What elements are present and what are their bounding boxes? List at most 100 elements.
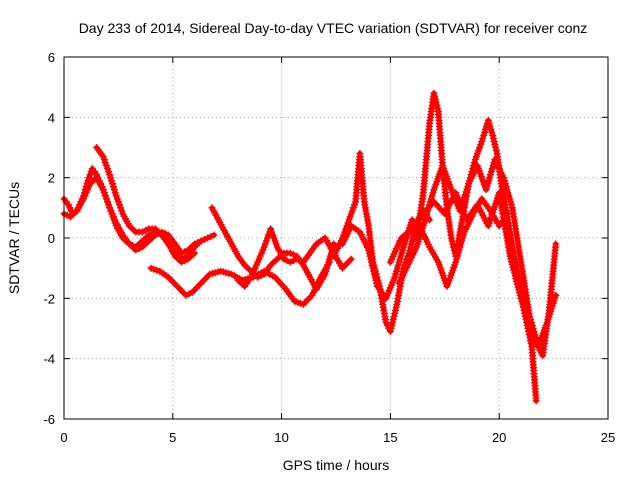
plus-marker [118, 207, 126, 215]
plus-marker [344, 219, 352, 227]
plus-marker [429, 189, 437, 197]
plus-marker [272, 240, 280, 248]
plus-marker [367, 255, 375, 263]
plus-marker [113, 195, 121, 203]
plus-marker [138, 228, 146, 236]
plus-marker [500, 177, 508, 185]
y-tick-label: -2 [43, 291, 55, 306]
plus-marker [255, 255, 263, 263]
plus-marker [392, 303, 400, 311]
plus-marker [351, 201, 358, 209]
plus-marker [447, 234, 455, 242]
plus-marker [475, 147, 482, 154]
plus-marker [487, 125, 495, 133]
plus-marker [145, 231, 153, 239]
plus-marker [502, 183, 510, 191]
plus-marker [197, 237, 205, 245]
plus-marker [207, 233, 215, 240]
plus-marker [325, 258, 333, 266]
plus-marker [501, 180, 509, 188]
plus-marker [252, 261, 260, 269]
plus-marker [408, 237, 416, 245]
plus-marker [250, 267, 258, 275]
plus-marker [267, 225, 275, 233]
plus-marker [393, 267, 400, 275]
x-tick-label: 0 [60, 430, 67, 445]
plus-marker [111, 219, 119, 227]
plus-marker [178, 258, 185, 266]
plus-marker [104, 198, 111, 206]
plus-marker [100, 189, 108, 197]
plus-marker [324, 261, 332, 269]
series-11 [386, 189, 560, 360]
plus-marker [472, 153, 480, 161]
plus-marker [117, 204, 125, 212]
plus-marker [387, 325, 395, 332]
series-2 [60, 174, 205, 257]
plus-marker [102, 162, 110, 170]
plus-marker [491, 141, 499, 148]
plus-marker [452, 258, 460, 266]
plus-marker [390, 312, 398, 320]
plus-marker [484, 180, 492, 188]
plus-marker [394, 261, 402, 269]
plus-marker [371, 273, 379, 281]
plus-marker [484, 116, 492, 124]
plus-marker [395, 258, 403, 266]
x-tick-label: 5 [169, 430, 176, 445]
plus-marker [398, 249, 406, 257]
plus-marker [108, 177, 116, 185]
plus-marker [264, 234, 271, 242]
plus-marker [476, 144, 484, 151]
plus-marker [478, 138, 486, 145]
plus-marker [370, 267, 378, 275]
plus-marker [473, 150, 481, 157]
plus-marker [431, 95, 439, 103]
plus-marker [330, 240, 338, 248]
plus-marker [283, 257, 291, 265]
plus-marker [194, 239, 202, 246]
plus-marker [254, 258, 262, 266]
grid [64, 57, 608, 419]
plus-marker [368, 261, 376, 269]
plus-marker [487, 171, 494, 179]
plus-marker [346, 213, 354, 221]
plus-marker [505, 192, 513, 200]
plus-marker [486, 122, 494, 130]
x-tick-label: 15 [383, 430, 397, 445]
plus-marker [101, 159, 109, 167]
plus-marker [210, 231, 218, 239]
y-tick-label: -4 [43, 352, 55, 367]
plus-marker [102, 195, 110, 203]
plus-marker [369, 264, 377, 272]
plus-marker [271, 237, 279, 245]
chart-title: Day 233 of 2014, Sidereal Day-to-day VTE… [79, 20, 588, 36]
plus-marker [85, 174, 93, 182]
x-tick-label: 25 [601, 430, 615, 445]
plus-marker [114, 198, 122, 206]
plus-marker [487, 168, 495, 176]
plus-marker [430, 89, 438, 97]
plus-marker [391, 273, 399, 281]
series-5 [208, 204, 338, 293]
series-3 [93, 144, 199, 266]
plus-marker [178, 249, 185, 257]
plus-marker [262, 237, 270, 245]
plus-marker [396, 255, 404, 263]
plus-marker [258, 249, 266, 257]
plus-marker [428, 192, 436, 200]
plus-marker [323, 264, 331, 272]
plus-marker [104, 165, 111, 173]
plus-marker [399, 246, 407, 254]
plus-marker [482, 186, 490, 194]
plus-marker [105, 201, 113, 209]
plus-marker [389, 319, 397, 326]
plus-marker [269, 231, 277, 239]
plus-marker [111, 189, 119, 197]
plus-marker [108, 210, 116, 218]
plus-marker [504, 189, 512, 197]
plus-marker [421, 216, 429, 224]
plus-marker [101, 192, 109, 200]
plus-marker [486, 174, 494, 182]
plus-marker [99, 186, 107, 194]
